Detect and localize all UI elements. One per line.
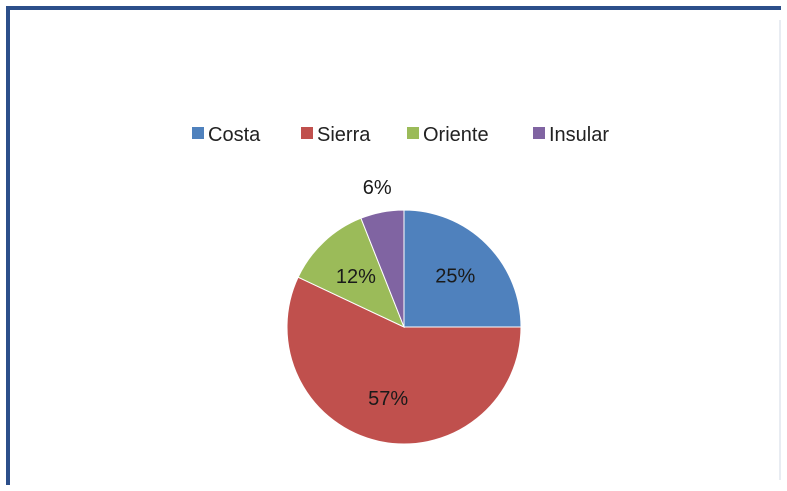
data-label-costa: 25% [435,266,475,288]
legend: Costa Sierra Oriente Insular [192,124,609,146]
frame-edge [779,20,781,480]
legend-label-costa: Costa [208,124,261,146]
legend-swatch-oriente [407,127,419,139]
data-label-sierra: 57% [368,388,408,410]
pie-slices [286,209,522,445]
data-label-oriente: 12% [336,266,376,288]
data-labels: 25% 57% 12% 6% [336,177,476,410]
legend-label-oriente: Oriente [423,124,489,146]
pie-slice-costa [403,209,522,328]
legend-label-sierra: Sierra [317,124,371,146]
pie-slice-oriente [297,217,405,328]
legend-swatch-costa [192,127,204,139]
data-label-insular: 6% [363,177,392,199]
pie-slice-insular [360,209,405,328]
legend-label-insular: Insular [549,124,609,146]
legend-swatch-sierra [301,127,313,139]
legend-swatch-insular [533,127,545,139]
pie-slice-sierra [286,276,522,445]
